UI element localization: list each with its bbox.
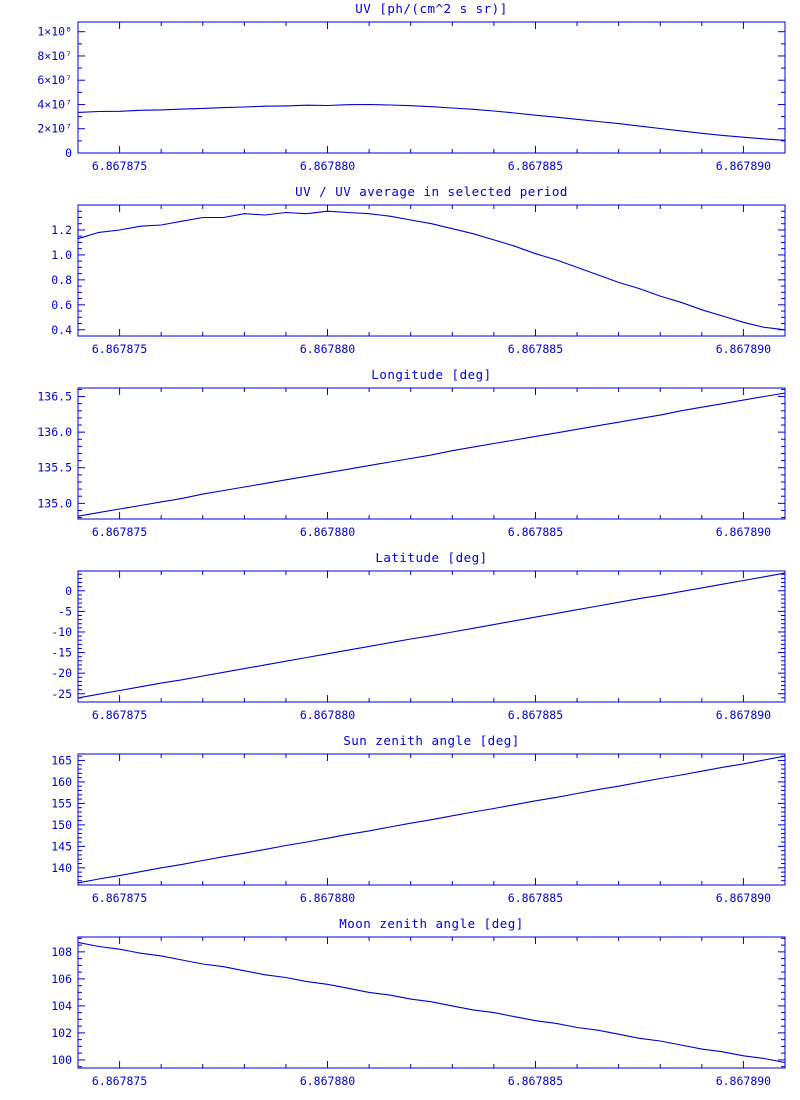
data-line: [77, 210, 786, 331]
x-tick-label: 6.867875: [92, 525, 147, 539]
y-tick-label: 0.8: [51, 273, 72, 287]
y-tick-label: 2×10⁷: [37, 122, 72, 136]
x-tick-label: 6.867885: [508, 159, 563, 173]
y-tick-label: -5: [58, 604, 72, 618]
moon-zenith-chart: Moon zenith angle [deg] 6.867875 6.867880 6…: [51, 916, 786, 1088]
chart-title: UV / UV average in selected period: [295, 184, 568, 199]
plot-frame: [77, 387, 786, 520]
x-tick-label: 6.867890: [716, 342, 771, 356]
x-tick-label: 6.867880: [300, 342, 355, 356]
data-line: [77, 392, 786, 517]
y-tick-label: 145: [51, 839, 72, 853]
y-tick-label: 0: [65, 146, 72, 160]
data-line: [77, 755, 786, 884]
chart-title: Longitude [deg]: [371, 367, 491, 382]
x-tick-label: 6.867885: [508, 708, 563, 722]
data-line: [77, 103, 786, 141]
uv-ratio-chart: UV / UV average in selected period 6.8678…: [51, 184, 786, 356]
y-tick-label: 136.5: [37, 390, 72, 404]
y-tick-label: 135.0: [37, 496, 72, 510]
x-tick-label: 6.867880: [300, 525, 355, 539]
x-tick-label: 6.867880: [300, 708, 355, 722]
x-tick-label: 6.867875: [92, 891, 147, 905]
chart-title: Sun zenith angle [deg]: [343, 733, 520, 748]
sun-zenith-chart: Sun zenith angle [deg] 6.867875 6.867880 6.…: [51, 733, 786, 905]
x-tick-label: 6.867890: [716, 1074, 771, 1088]
plot-frame: [77, 570, 786, 703]
plot-frame: [77, 204, 786, 337]
y-tick-label: -15: [51, 646, 72, 660]
x-tick-label: 6.867890: [716, 891, 771, 905]
y-tick-label: 165: [51, 753, 72, 767]
x-tick-label: 6.867885: [508, 525, 563, 539]
y-tick-label: 150: [51, 818, 72, 832]
y-tick-label: 140: [51, 861, 72, 875]
x-tick-label: 6.867880: [300, 159, 355, 173]
chart-title: Latitude [deg]: [375, 550, 487, 565]
x-tick-label: 6.867885: [508, 1074, 563, 1088]
y-tick-label: 108: [51, 945, 72, 959]
y-tick-label: 8×10⁷: [37, 49, 72, 63]
x-tick-label: 6.867880: [300, 891, 355, 905]
y-tick-label: 102: [51, 1026, 72, 1040]
y-tick-label: 4×10⁷: [37, 97, 72, 111]
x-tick-label: 6.867885: [508, 891, 563, 905]
longitude-chart: Longitude [deg] 6.867875 6.867880 6.867885 6…: [37, 367, 786, 539]
uv-chart: UV [ph/(cm^2 s sr)] 6.867875 6.867880 6.867…: [37, 1, 786, 173]
x-tick-label: 6.867880: [300, 1074, 355, 1088]
y-tick-label: 1.2: [51, 223, 72, 237]
data-line: [77, 572, 786, 699]
y-tick-label: 136.0: [37, 425, 72, 439]
y-tick-label: 106: [51, 972, 72, 986]
y-tick-label: 1.0: [51, 248, 72, 262]
latitude-chart: Latitude [deg] 6.867875 6.867880 6.867885 6.…: [51, 550, 786, 722]
y-tick-label: 6×10⁷: [37, 73, 72, 87]
y-tick-label: -20: [51, 666, 72, 680]
y-tick-label: -10: [51, 625, 72, 639]
y-tick-label: 155: [51, 796, 72, 810]
x-tick-label: 6.867885: [508, 342, 563, 356]
y-tick-label: 100: [51, 1053, 72, 1067]
plot-frame: [77, 936, 786, 1069]
y-tick-label: 104: [51, 999, 72, 1013]
x-tick-label: 6.867890: [716, 708, 771, 722]
x-tick-label: 6.867875: [92, 159, 147, 173]
plot-frame: [77, 753, 786, 886]
data-line: [77, 941, 786, 1064]
y-tick-label: 135.5: [37, 461, 72, 475]
x-tick-label: 6.867890: [716, 159, 771, 173]
y-tick-label: 0.4: [51, 323, 72, 337]
y-tick-label: 160: [51, 775, 72, 789]
x-tick-label: 6.867875: [92, 342, 147, 356]
y-tick-label: -25: [51, 687, 72, 701]
plot-frame: [77, 21, 786, 154]
y-tick-label: 0: [65, 584, 72, 598]
chart-title: Moon zenith angle [deg]: [339, 916, 524, 931]
x-tick-label: 6.867875: [92, 708, 147, 722]
y-tick-label: 0.6: [51, 298, 72, 312]
chart-title: UV [ph/(cm^2 s sr)]: [355, 1, 508, 16]
y-tick-label: 1×10⁸: [37, 25, 72, 39]
x-tick-label: 6.867875: [92, 1074, 147, 1088]
x-tick-label: 6.867890: [716, 525, 771, 539]
